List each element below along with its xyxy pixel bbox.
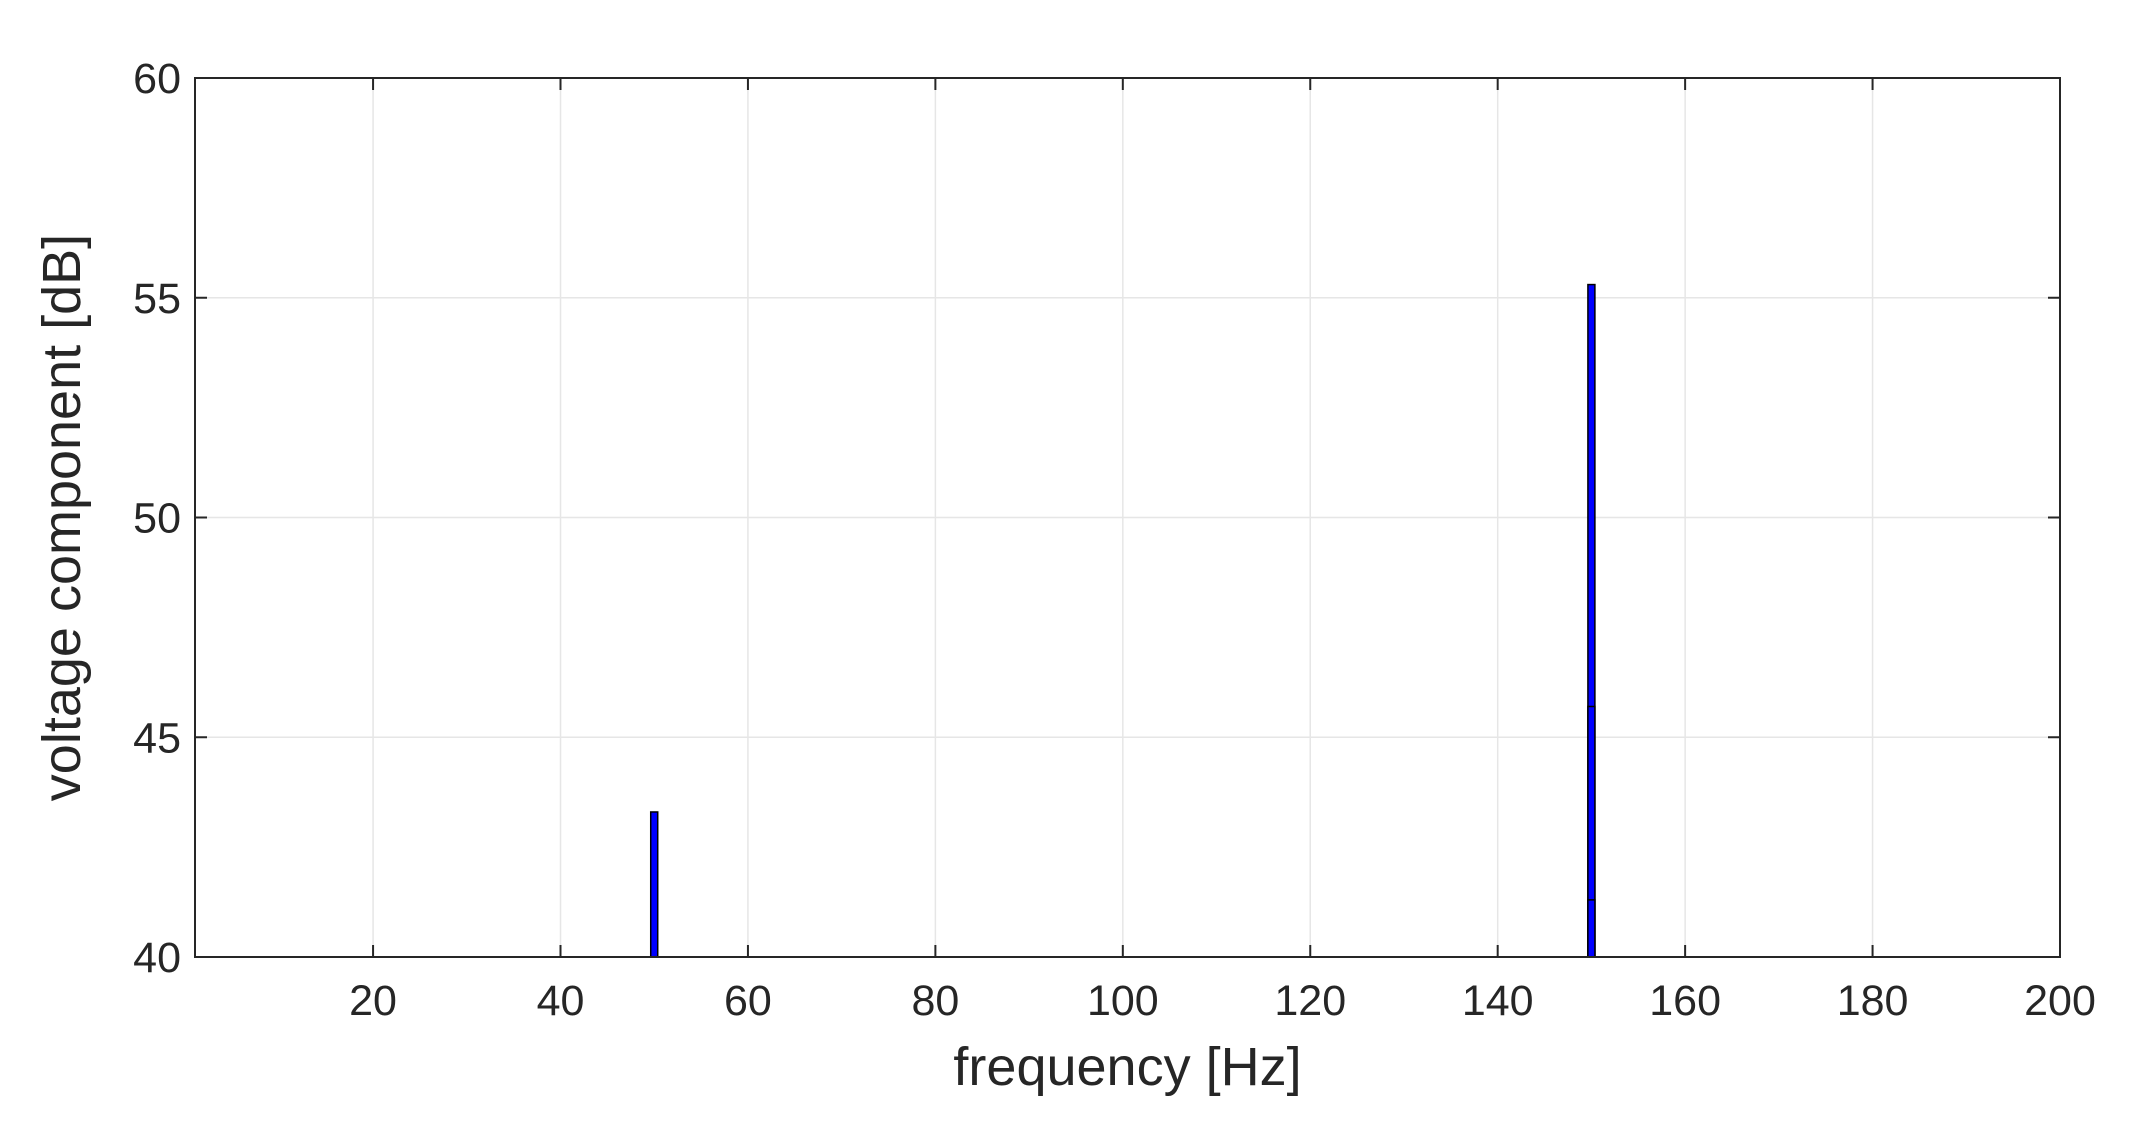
- x-tick-label: 160: [1649, 977, 1721, 1025]
- y-tick-label: 60: [133, 55, 181, 103]
- tick-labels: 20 40 60 80 100 120 140 160 180 200 40 45 50 55 60: [133, 55, 2096, 1025]
- y-axis-title: voltage component [dB]: [32, 234, 92, 801]
- y-tick-label: 50: [133, 495, 181, 543]
- x-tick-label: 120: [1274, 977, 1346, 1025]
- x-tick-label: 60: [724, 977, 772, 1025]
- bar: [1587, 899, 1596, 958]
- x-tick-label: 20: [349, 977, 397, 1025]
- grid: [195, 78, 2060, 957]
- x-tick-label: 40: [537, 977, 585, 1025]
- x-tick-label: 140: [1462, 977, 1534, 1025]
- bar: [649, 811, 659, 958]
- y-tick-label: 40: [133, 934, 181, 982]
- x-tick-label: 100: [1087, 977, 1159, 1025]
- x-tick-label: 180: [1837, 977, 1909, 1025]
- y-tick-label: 55: [133, 275, 181, 323]
- x-tick-label: 200: [2024, 977, 2096, 1025]
- axes: [194, 77, 2061, 958]
- y-tick-label: 45: [133, 714, 181, 762]
- x-axis-title: frequency [Hz]: [953, 1037, 1301, 1097]
- x-tick-label: 80: [911, 977, 959, 1025]
